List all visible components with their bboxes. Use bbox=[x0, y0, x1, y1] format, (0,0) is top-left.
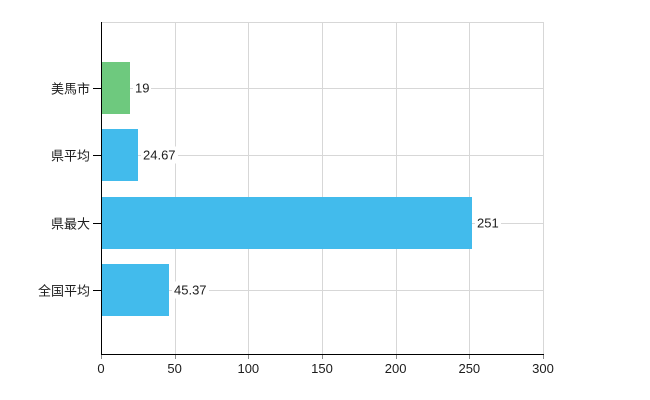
x-tick-label: 50 bbox=[167, 361, 182, 376]
bar-value-label: 251 bbox=[475, 214, 501, 231]
x-tick-label: 300 bbox=[532, 361, 554, 376]
x-tick-label: 100 bbox=[237, 361, 260, 376]
x-axis-tick bbox=[101, 355, 102, 359]
bar bbox=[102, 61, 130, 114]
bar bbox=[102, 129, 138, 181]
x-tick-label: 250 bbox=[458, 361, 481, 376]
category-label: 県平均 bbox=[50, 148, 90, 164]
gridline-vertical bbox=[543, 22, 544, 354]
gridline-vertical bbox=[322, 22, 323, 354]
gridline-horizontal bbox=[101, 290, 543, 291]
y-axis-tick bbox=[93, 222, 101, 224]
x-axis-tick bbox=[469, 355, 471, 359]
bar bbox=[102, 264, 169, 316]
category-label: 県最大 bbox=[50, 216, 90, 231]
gridline-vertical bbox=[395, 22, 397, 354]
gridline-horizontal bbox=[101, 155, 543, 156]
x-axis-tick bbox=[543, 355, 544, 359]
category-label: 美馬市 bbox=[50, 81, 90, 96]
gridline-horizontal bbox=[101, 87, 543, 89]
x-axis-line bbox=[101, 354, 544, 355]
category-label: 全国平均 bbox=[37, 283, 90, 299]
bar-value-label: 19 bbox=[133, 79, 152, 96]
bar-value-label: 24.67 bbox=[141, 146, 178, 164]
y-axis-tick bbox=[93, 290, 101, 291]
x-axis-tick bbox=[248, 355, 250, 359]
x-axis-tick bbox=[174, 355, 176, 359]
y-axis-tick bbox=[93, 155, 101, 156]
gridline-vertical bbox=[248, 22, 250, 354]
bar bbox=[102, 196, 472, 249]
bar-value-label: 45.37 bbox=[172, 281, 209, 299]
gridline-vertical bbox=[469, 22, 471, 354]
x-axis-tick bbox=[395, 355, 397, 359]
x-tick-label: 150 bbox=[311, 361, 333, 376]
gridline-vertical bbox=[174, 22, 176, 354]
x-tick-label: 200 bbox=[384, 361, 407, 376]
y-axis-line bbox=[101, 22, 102, 359]
x-axis-tick bbox=[322, 355, 323, 359]
x-tick-label: 0 bbox=[97, 361, 105, 376]
y-axis-tick bbox=[93, 87, 101, 89]
